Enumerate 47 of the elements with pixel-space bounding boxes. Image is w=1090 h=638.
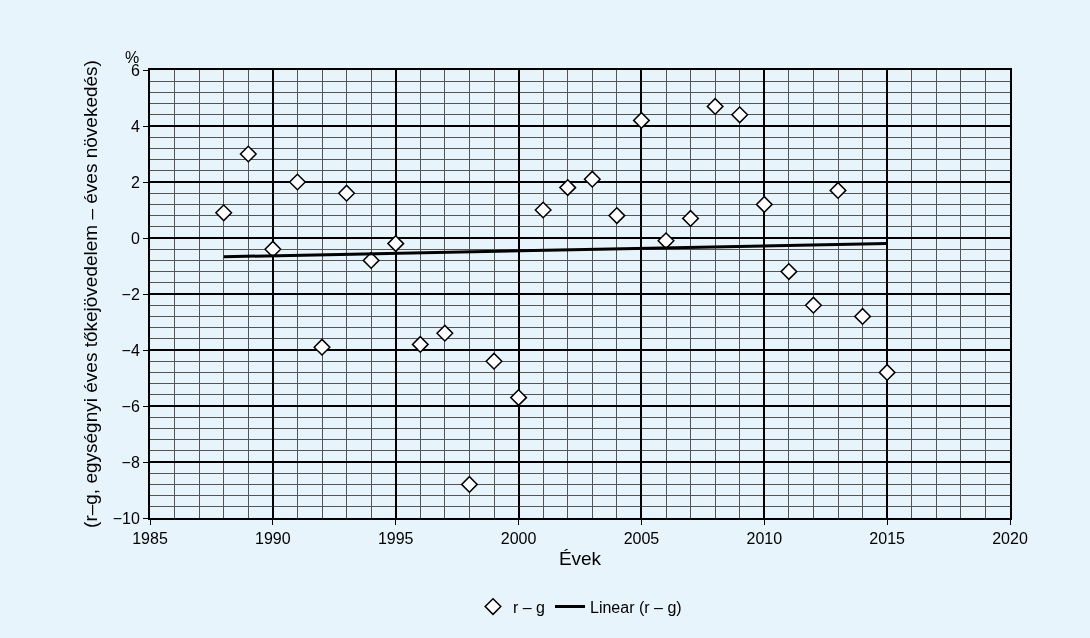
point xyxy=(338,184,356,202)
point xyxy=(804,296,822,314)
y-tick-label: −2 xyxy=(121,285,140,303)
x-tick-label: 2020 xyxy=(992,530,1028,548)
y-tick-label: 2 xyxy=(130,173,140,191)
point xyxy=(657,232,675,250)
point xyxy=(239,145,257,163)
x-tick-label: 1995 xyxy=(377,530,414,548)
point xyxy=(731,106,749,124)
y-tick-label: −6 xyxy=(121,397,140,415)
point xyxy=(706,97,724,115)
y-tick-label: −8 xyxy=(121,453,140,471)
point xyxy=(878,363,896,381)
x-tick-label: 1990 xyxy=(255,530,291,548)
legend-label: r – g xyxy=(513,598,546,616)
point xyxy=(510,389,528,407)
x-axis-title: Évek xyxy=(558,547,602,569)
y-axis-title: (r–g, egységnyi éves tőkejövedelem – éves növekedés) xyxy=(80,60,102,528)
y-tick-label: −4 xyxy=(121,341,140,359)
point xyxy=(411,335,429,353)
point xyxy=(559,179,577,197)
point xyxy=(436,324,454,342)
point xyxy=(755,195,773,213)
x-tick-label: 2015 xyxy=(869,530,906,548)
y-tick-label: 4 xyxy=(130,117,140,135)
point xyxy=(829,181,847,199)
x-tick-label: 2010 xyxy=(746,530,783,548)
point xyxy=(313,338,331,356)
y-tick-label: 0 xyxy=(130,229,140,247)
legend-label: Linear (r – g) xyxy=(590,598,682,616)
y-tick-label: −10 xyxy=(112,509,140,527)
point xyxy=(854,307,872,325)
point xyxy=(215,204,233,222)
x-tick-label: 2000 xyxy=(500,530,537,548)
point xyxy=(387,235,405,253)
point xyxy=(534,201,552,219)
x-tick-label: 2005 xyxy=(623,530,660,548)
x-tick-label: 1985 xyxy=(132,530,168,548)
point xyxy=(485,352,503,370)
point xyxy=(288,173,306,191)
point xyxy=(460,475,478,493)
point xyxy=(608,207,626,225)
point xyxy=(583,170,601,188)
point xyxy=(632,111,650,129)
point xyxy=(682,209,700,227)
point xyxy=(780,263,798,281)
text: % xyxy=(125,49,140,66)
